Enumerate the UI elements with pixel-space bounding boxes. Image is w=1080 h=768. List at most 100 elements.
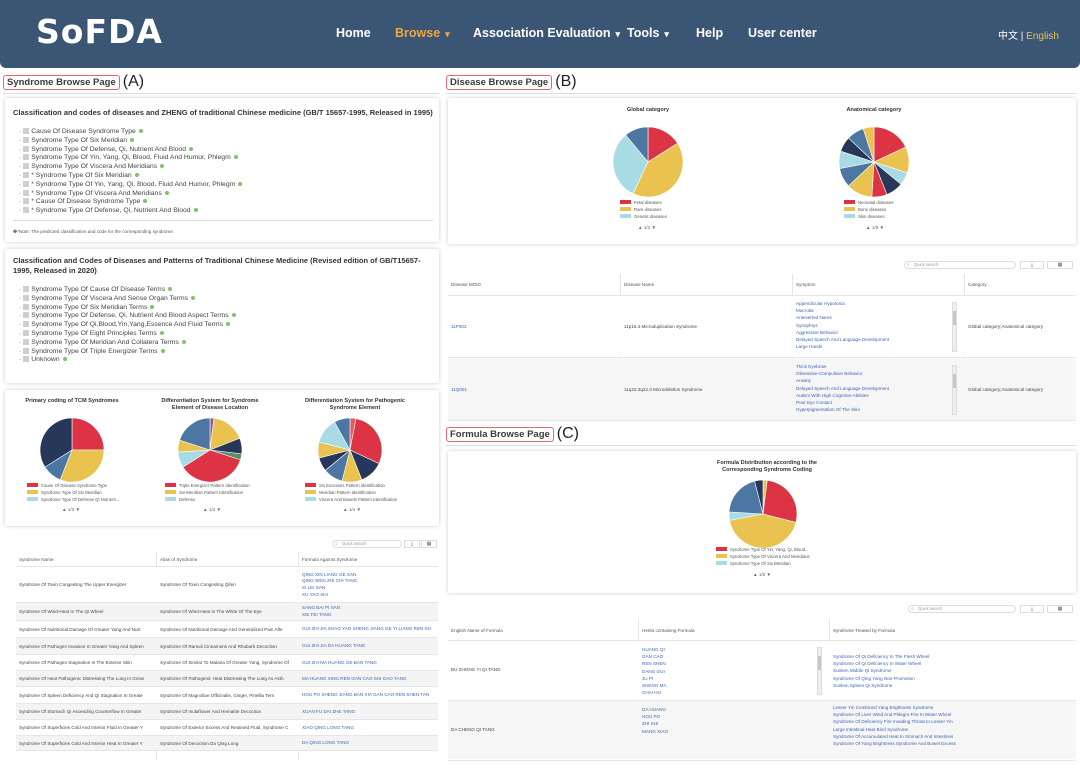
table-row[interactable]: Syndrome Of Superficies Cold And Interio… xyxy=(16,720,438,736)
herb-scrollbar[interactable] xyxy=(817,647,822,695)
scroll-thumb[interactable] xyxy=(818,656,821,670)
syndrome-link[interactable]: Syndrome Of Qi Deficiency In The Flesh W… xyxy=(833,654,930,659)
tree-item[interactable]: - Syndrome Type Of Qi,Blood,Yin,Yang,Esse… xyxy=(19,321,236,330)
pager-up-icon[interactable]: ▲ xyxy=(203,507,208,512)
formula-quick-search[interactable]: ⌕ Quick search xyxy=(908,605,1016,613)
symptom-scrollbar[interactable] xyxy=(952,302,957,352)
legend-item[interactable]: Syndrome Type Of Defense Qi Nutrient... xyxy=(27,496,119,503)
symptom-link[interactable]: Autism With High Cognitive Abilities xyxy=(796,392,869,398)
pie-chart-formula-distribution[interactable] xyxy=(728,479,798,549)
table-row[interactable]: Syndrome Of Pathogen Stagnation In The E… xyxy=(16,655,438,671)
symptom-link[interactable]: Thick Eyebrow xyxy=(796,364,827,369)
herb-link[interactable]: REN SHEN xyxy=(642,661,666,667)
table-row[interactable]: Syndrome Of Toxin Congesting The Upper E… xyxy=(16,567,438,603)
formula-link[interactable]: GUI ZHI JIA SHAO YAO SHENG JIANG GE YI L… xyxy=(302,626,431,632)
table-row[interactable]: Syndrome Of Stomach Qi Ascending Counter… xyxy=(16,704,438,720)
legend-item[interactable]: Syndrome Type Of Six Meridian xyxy=(716,560,810,567)
pie-slice[interactable] xyxy=(71,417,105,451)
column-header[interactable]: Alias of Syndrome xyxy=(160,557,198,562)
tree-item[interactable]: - Syndrome Type Of Defense, Qi, Nutrient … xyxy=(19,145,242,155)
pie-slice[interactable] xyxy=(754,479,764,515)
disease-quick-search[interactable]: ⌕ Quick search xyxy=(904,261,1016,269)
symptom-link[interactable]: Macrotia xyxy=(796,308,814,314)
nav-browse[interactable]: Browse ▾ xyxy=(395,26,450,40)
pie-chart-primary-coding[interactable] xyxy=(39,417,105,483)
herb-link[interactable]: DA HUANG xyxy=(642,707,666,712)
legend-item[interactable]: Meridian Pattern Identification xyxy=(305,489,397,496)
tree-item[interactable]: - Syndrome Type Of Yin, Yang, Qi, Blood, … xyxy=(19,154,242,163)
checkbox-icon[interactable] xyxy=(23,180,30,187)
legend-item[interactable]: Rare diseases xyxy=(620,206,667,213)
syndrome-link[interactable]: Syndrome Of Qi Deficiency In Water Wheel xyxy=(833,661,922,667)
pie-slice[interactable] xyxy=(862,126,875,163)
checkbox-icon[interactable] xyxy=(23,198,30,205)
pager-up-icon[interactable]: ▲ xyxy=(866,225,871,230)
syndrome-link[interactable]: Sunken Middle Qi Syndrome xyxy=(833,668,892,674)
formula-link[interactable]: GUI ZHI MA HUANG GE BAN TANG xyxy=(302,659,377,665)
table-row[interactable]: Syndrome Of Spleen Deficiency And Qi Sta… xyxy=(16,687,438,704)
disease-id-link[interactable]: 11Q001 xyxy=(451,387,468,392)
pie-slice[interactable] xyxy=(182,449,241,483)
formula-link[interactable]: HOU PO SHENG JIANG BAN XIA GAN CAO REN S… xyxy=(302,692,430,698)
checkbox-icon[interactable] xyxy=(23,356,30,363)
legend-item[interactable]: Skin diseases xyxy=(844,213,893,220)
herb-link[interactable]: HOU PO xyxy=(642,714,661,720)
tree-item[interactable]: - * Syndrome Type Of Six Meridian xyxy=(19,171,242,181)
legend-item[interactable]: Viscera And Bowels Pattern Identificatio… xyxy=(305,496,397,503)
syndrome-link[interactable]: Syndrome Of Accumulated Heat In Stomach … xyxy=(833,733,954,739)
herb-link[interactable]: CHAI HU xyxy=(642,690,661,696)
checkbox-icon[interactable] xyxy=(23,145,30,152)
tree-item[interactable]: - Syndrome Type Of Meridian And Collatera… xyxy=(19,338,236,348)
syndrome-link[interactable]: Syndrome Of Deficiency Fire Invading Thr… xyxy=(833,719,953,725)
table-row[interactable]: Syndrome Of Wind-Heat In The Qi Wheel Syn… xyxy=(16,603,438,621)
pie-slice[interactable] xyxy=(59,449,105,483)
symptom-link[interactable]: Appendicular Hypotonia xyxy=(796,301,845,306)
pager-down-icon[interactable]: ▼ xyxy=(879,225,885,230)
checkbox-icon[interactable] xyxy=(23,294,30,301)
table-row[interactable]: DA CHENG QI TANG DA HUANG HOU PO ZHI SHI MAN… xyxy=(448,701,1076,761)
pager-down-icon[interactable]: ▼ xyxy=(75,507,81,512)
symptom-link[interactable]: Delayed Speech And Language Development xyxy=(796,385,889,391)
download-button[interactable]: ⤓ xyxy=(404,540,420,548)
herb-link[interactable]: HUANG QI xyxy=(642,647,665,652)
column-header[interactable]: Symptom xyxy=(796,282,816,287)
pie-slice[interactable] xyxy=(762,479,798,523)
symptom-link[interactable]: Aggressive Behavior xyxy=(796,329,839,335)
pager-up-icon[interactable]: ▲ xyxy=(62,507,67,512)
tree-item[interactable]: - Syndrome Type Of Defense, Qi, Nutrient … xyxy=(19,312,236,321)
herb-link[interactable]: GAN CAO xyxy=(642,654,664,660)
tree-item[interactable]: - Syndrome Type Of Triple Energizer Terms xyxy=(19,347,236,357)
table-row[interactable]: Syndrome Of Superficies Cold And Interio… xyxy=(16,736,438,751)
checkbox-icon[interactable] xyxy=(23,321,30,328)
formula-link[interactable]: XIE FEI TANG xyxy=(302,612,332,617)
symptom-link[interactable]: Large Hands xyxy=(796,344,823,350)
checkbox-icon[interactable] xyxy=(23,128,30,134)
column-header[interactable]: Category xyxy=(968,282,987,287)
pie-slice[interactable] xyxy=(873,126,907,163)
herb-link[interactable]: JU PI xyxy=(642,675,654,681)
formula-link[interactable]: GUI ZHI JIA DA HUANG TANG xyxy=(302,643,366,649)
syndrome-quick-search[interactable]: ⌕ Quick search xyxy=(332,540,402,548)
tree-item[interactable]: - Syndrome Type Of Eight Principles Terms xyxy=(19,329,236,339)
nav-help[interactable]: Help xyxy=(696,26,724,40)
pie-slice[interactable] xyxy=(729,513,797,549)
pager-up-icon[interactable]: ▲ xyxy=(638,225,643,230)
nav-association-evaluation[interactable]: Association Evaluation ▾ xyxy=(473,26,620,40)
formula-link[interactable]: XIAO QING LONG TANG xyxy=(302,724,354,730)
legend-item[interactable]: Syndrome Type Of Six Meridian xyxy=(27,489,119,496)
pie-slice[interactable] xyxy=(349,418,383,465)
syndrome-link[interactable]: Sunken Spleen Qi Syndrome xyxy=(833,682,893,688)
legend-item[interactable]: Six-Meridian Pattern Identification xyxy=(165,489,250,496)
legend-item[interactable]: Triple Energizer Pattern Identification xyxy=(165,482,250,489)
syndrome-link[interactable]: Syndrome Of Qing Yang Non-Promotion xyxy=(833,675,915,681)
formula-link[interactable]: QING XIN LIANG GE SAN xyxy=(302,571,357,577)
checkbox-icon[interactable] xyxy=(23,329,30,336)
column-header[interactable]: Syndrome Name xyxy=(19,557,54,562)
symptom-link[interactable]: Synophrys xyxy=(796,322,818,328)
pie-slice[interactable] xyxy=(179,417,211,451)
tree-item[interactable]: - Syndrome Type Of Six Meridian xyxy=(19,136,242,146)
column-header[interactable]: Formula Against Syndrome xyxy=(302,557,358,562)
legend-item[interactable]: Genetic diseases xyxy=(620,213,667,220)
syndrome-link[interactable]: Large Intestinal Heat Bind Syndrome xyxy=(833,726,909,732)
column-header[interactable]: English Name of Formula xyxy=(451,628,503,633)
